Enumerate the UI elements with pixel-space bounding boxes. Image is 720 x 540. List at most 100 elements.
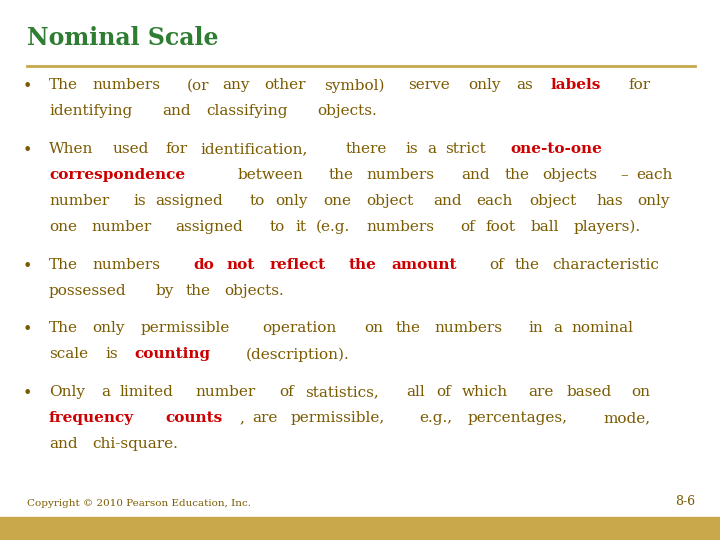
Text: only: only bbox=[275, 194, 307, 208]
Text: and: and bbox=[461, 168, 490, 182]
Text: number: number bbox=[91, 220, 152, 234]
Text: scale: scale bbox=[49, 347, 88, 361]
Text: not: not bbox=[227, 258, 255, 272]
Text: and: and bbox=[163, 104, 192, 118]
Text: players).: players). bbox=[573, 220, 641, 234]
Text: there: there bbox=[346, 142, 387, 156]
Text: all: all bbox=[406, 385, 425, 399]
Text: foot: foot bbox=[485, 220, 516, 234]
Text: a: a bbox=[553, 321, 562, 335]
Text: other: other bbox=[264, 78, 305, 92]
Text: chi-square.: chi-square. bbox=[92, 437, 178, 451]
Text: one: one bbox=[323, 194, 351, 208]
Text: number: number bbox=[195, 385, 256, 399]
Text: •: • bbox=[23, 142, 32, 159]
Text: (e.g.: (e.g. bbox=[315, 220, 350, 234]
Text: only: only bbox=[468, 78, 500, 92]
Text: The: The bbox=[49, 258, 78, 272]
Text: classifying: classifying bbox=[206, 104, 287, 118]
Text: of: of bbox=[460, 220, 474, 234]
Text: one-to-one: one-to-one bbox=[510, 142, 603, 156]
Text: Copyright © 2010 Pearson Education, Inc.: Copyright © 2010 Pearson Education, Inc. bbox=[27, 498, 251, 508]
Text: is: is bbox=[405, 142, 418, 156]
Text: numbers: numbers bbox=[366, 220, 434, 234]
Text: The: The bbox=[49, 321, 78, 335]
Text: identification,: identification, bbox=[201, 142, 308, 156]
Text: numbers: numbers bbox=[93, 78, 161, 92]
Text: mode,: mode, bbox=[603, 411, 650, 425]
Text: are: are bbox=[252, 411, 277, 425]
Text: permissible: permissible bbox=[141, 321, 230, 335]
Text: the: the bbox=[349, 258, 377, 272]
Text: identifying: identifying bbox=[49, 104, 132, 118]
Text: amount: amount bbox=[392, 258, 457, 272]
Text: number: number bbox=[49, 194, 109, 208]
Text: of: of bbox=[489, 258, 503, 272]
Text: •: • bbox=[23, 385, 32, 402]
Text: to: to bbox=[269, 220, 284, 234]
Text: percentages,: percentages, bbox=[468, 411, 568, 425]
Text: –: – bbox=[620, 168, 628, 182]
Text: The: The bbox=[49, 78, 78, 92]
Text: 8-6: 8-6 bbox=[675, 495, 695, 508]
Text: correspondence: correspondence bbox=[49, 168, 185, 182]
Text: characteristic: characteristic bbox=[553, 258, 660, 272]
Text: symbol): symbol) bbox=[323, 78, 384, 93]
Text: each: each bbox=[636, 168, 672, 182]
Text: a: a bbox=[102, 385, 111, 399]
Text: numbers: numbers bbox=[367, 168, 435, 182]
Bar bbox=[0, 517, 720, 540]
Text: ,: , bbox=[240, 411, 244, 425]
Text: in: in bbox=[528, 321, 543, 335]
Text: which: which bbox=[462, 385, 508, 399]
Text: nominal: nominal bbox=[571, 321, 633, 335]
Text: Only: Only bbox=[49, 385, 85, 399]
Text: for: for bbox=[166, 142, 188, 156]
Text: do: do bbox=[193, 258, 214, 272]
Text: a: a bbox=[428, 142, 436, 156]
Text: Nominal Scale: Nominal Scale bbox=[27, 26, 219, 50]
Text: ball: ball bbox=[531, 220, 559, 234]
Text: •: • bbox=[23, 321, 32, 338]
Text: each: each bbox=[477, 194, 513, 208]
Text: the: the bbox=[504, 168, 529, 182]
Text: the: the bbox=[514, 258, 539, 272]
Text: only: only bbox=[93, 321, 125, 335]
Text: used: used bbox=[112, 142, 149, 156]
Text: object: object bbox=[530, 194, 577, 208]
Text: labels: labels bbox=[551, 78, 601, 92]
Text: numbers: numbers bbox=[434, 321, 502, 335]
Text: assigned: assigned bbox=[176, 220, 243, 234]
Text: objects: objects bbox=[543, 168, 598, 182]
Text: counting: counting bbox=[135, 347, 211, 361]
Text: of: of bbox=[279, 385, 294, 399]
Text: for: for bbox=[628, 78, 650, 92]
Text: possessed: possessed bbox=[49, 284, 127, 298]
Text: the: the bbox=[395, 321, 420, 335]
Text: is: is bbox=[133, 194, 145, 208]
Text: operation: operation bbox=[263, 321, 337, 335]
Text: one: one bbox=[49, 220, 77, 234]
Text: as: as bbox=[516, 78, 533, 92]
Text: are: are bbox=[528, 385, 553, 399]
Text: based: based bbox=[567, 385, 612, 399]
Text: e.g.,: e.g., bbox=[419, 411, 452, 425]
Text: by: by bbox=[156, 284, 174, 298]
Text: on: on bbox=[631, 385, 651, 399]
Text: statistics,: statistics, bbox=[305, 385, 379, 399]
Text: frequency: frequency bbox=[49, 411, 134, 425]
Text: assigned: assigned bbox=[156, 194, 223, 208]
Text: of: of bbox=[437, 385, 451, 399]
Text: When: When bbox=[49, 142, 94, 156]
Text: permissible,: permissible, bbox=[291, 411, 385, 425]
Text: it: it bbox=[295, 220, 306, 234]
Text: (or: (or bbox=[186, 78, 210, 92]
Text: has: has bbox=[597, 194, 624, 208]
Text: limited: limited bbox=[120, 385, 174, 399]
Text: objects.: objects. bbox=[318, 104, 377, 118]
Text: reflect: reflect bbox=[270, 258, 326, 272]
Text: objects.: objects. bbox=[224, 284, 284, 298]
Text: on: on bbox=[364, 321, 384, 335]
Text: •: • bbox=[23, 258, 32, 274]
Text: is: is bbox=[106, 347, 118, 361]
